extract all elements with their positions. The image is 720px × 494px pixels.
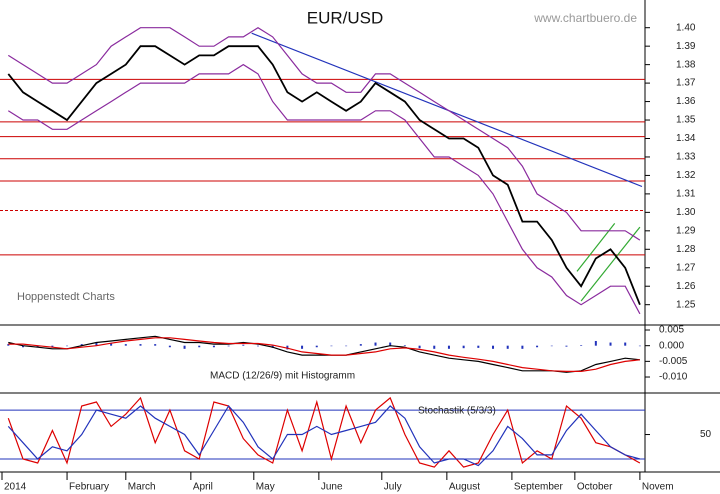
histogram-bar	[66, 345, 69, 347]
y-tick-label: 1.34	[676, 133, 696, 144]
y-tick-label: 1.33	[676, 152, 696, 163]
y-tick-label: 1.35	[676, 115, 696, 126]
histogram-bar	[594, 340, 597, 346]
histogram-bar	[242, 344, 245, 346]
histogram-bar	[21, 345, 24, 348]
watermark: www.chartbuero.de	[533, 11, 637, 25]
histogram-bar	[638, 345, 641, 347]
histogram-bar	[198, 345, 201, 348]
histogram-bar	[301, 345, 304, 349]
y-tick-label: 50	[700, 429, 712, 440]
annotation: MACD (12/26/9) mit Histogramm	[210, 371, 355, 382]
histogram-bar	[609, 342, 612, 346]
y-tick-label: 1.28	[676, 244, 696, 255]
histogram-bar	[374, 342, 377, 346]
histogram-bar	[477, 345, 480, 348]
histogram-bar	[403, 345, 406, 346]
series-line	[8, 337, 640, 372]
x-tick-label: October	[577, 482, 613, 493]
y-tick-label: -0.010	[659, 372, 688, 383]
histogram-bar	[227, 345, 230, 347]
histogram-bar	[580, 345, 583, 346]
histogram-bar	[389, 342, 392, 346]
y-tick-label: -0.005	[659, 356, 688, 367]
histogram-bar	[36, 345, 39, 348]
channel-line	[580, 226, 641, 302]
histogram-bar	[462, 345, 465, 349]
histogram-bar	[212, 345, 215, 348]
histogram-bar	[315, 345, 318, 348]
histogram-bar	[447, 345, 450, 349]
series-line	[8, 335, 640, 373]
x-tick-label: April	[193, 482, 213, 493]
histogram-bar	[124, 344, 127, 346]
histogram-bar	[521, 345, 524, 349]
y-tick-label: 0.000	[659, 340, 684, 351]
histogram-bar	[286, 345, 289, 350]
histogram-bar	[536, 345, 539, 348]
y-tick-label: 1.39	[676, 41, 696, 52]
y-tick-label: 1.31	[676, 189, 696, 200]
y-tick-label: 1.38	[676, 59, 696, 70]
y-tick-label: 1.37	[676, 78, 696, 89]
y-tick-label: 1.27	[676, 262, 696, 273]
histogram-bar	[168, 345, 171, 348]
y-tick-label: 1.29	[676, 225, 696, 236]
x-tick-label: June	[321, 482, 343, 493]
x-tick-label: March	[128, 482, 156, 493]
histogram-bar	[110, 343, 113, 346]
histogram-bar	[183, 345, 186, 349]
y-tick-label: 1.32	[676, 170, 696, 181]
histogram-bar	[7, 344, 10, 346]
series-line	[7, 26, 641, 241]
series-line	[7, 45, 641, 306]
y-tick-label: 1.25	[676, 299, 696, 310]
y-tick-label: 0.005	[659, 325, 684, 336]
histogram-bar	[550, 345, 553, 347]
series-line	[7, 404, 641, 467]
histogram-bar	[565, 345, 568, 347]
histogram-bar	[154, 344, 157, 346]
histogram-bar	[330, 345, 333, 347]
y-tick-label: 1.40	[676, 22, 696, 33]
histogram-bar	[257, 345, 259, 347]
x-tick-label: September	[514, 482, 564, 493]
y-tick-label: 1.26	[676, 281, 696, 292]
histogram-bar	[95, 342, 98, 346]
chart-title: EUR/USD	[307, 8, 384, 27]
y-tick-label: 1.30	[676, 207, 696, 218]
histogram-bar	[139, 344, 142, 346]
histogram-bar	[51, 345, 54, 348]
x-tick-label: Novem	[642, 482, 674, 493]
histogram-bar	[359, 344, 362, 346]
x-tick-label: February	[69, 482, 109, 493]
histogram-bar	[492, 345, 495, 349]
histogram-bar	[624, 342, 627, 346]
x-tick-label: 2014	[4, 482, 27, 493]
histogram-bar	[506, 345, 509, 349]
x-tick-label: May	[256, 482, 275, 493]
series-line	[7, 63, 641, 315]
histogram-bar	[433, 345, 436, 349]
y-tick-label: 1.36	[676, 96, 696, 107]
annotation: Hoppenstedt Charts	[17, 291, 115, 303]
histogram-bar	[345, 345, 348, 347]
histogram-bar	[80, 344, 83, 346]
x-tick-label: July	[384, 482, 402, 493]
annotation: Stochastik (5/3/3)	[418, 406, 496, 417]
x-tick-label: August	[449, 482, 480, 493]
histogram-bar	[418, 345, 421, 349]
